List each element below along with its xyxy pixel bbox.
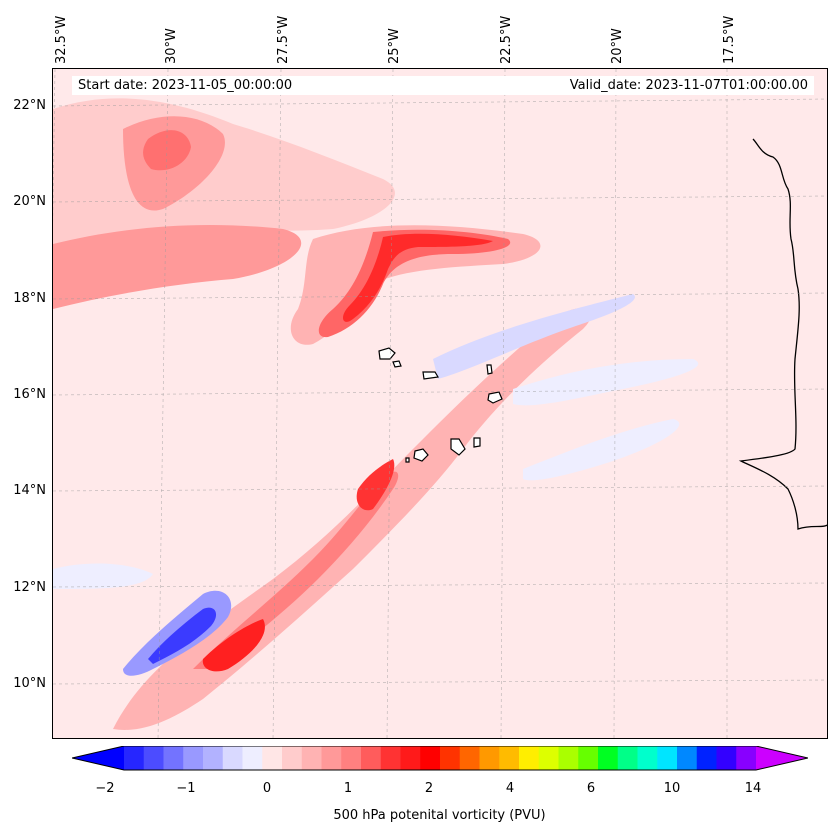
pv-max-14n [356,459,395,511]
colorbar-segment [183,746,204,770]
colorbar-segment [558,746,579,770]
colorbar-segment [440,746,461,770]
graticule [53,69,827,738]
colorbar-segment [321,746,342,770]
lat-label-16n: 16°N [13,387,46,402]
colorbar-tick: 6 [586,781,596,796]
lat-label-18n: 18°N [13,291,46,306]
colorbar-segment [163,746,184,770]
colorbar-extend-max [756,746,808,770]
colorbar-tick: −2 [95,781,115,796]
colorbar-segment [301,746,322,770]
colorbar-segment [696,746,717,770]
colorbar-tick: 14 [744,781,762,796]
neg-pv-streak-1 [433,294,635,379]
colorbar-extend-min [72,746,124,770]
colorbar-tick: −1 [176,781,196,796]
colorbar-segment [124,746,145,770]
pv-max-11n [202,619,265,672]
colorbar-segment [598,746,619,770]
colorbar-outline [72,746,808,771]
lon-label-17-5w: 17.5°W [722,15,737,64]
colorbar-tick: 10 [663,781,681,796]
colorbar-segment [677,746,698,770]
cape-verde-islands [378,347,503,463]
pv-streamer-north [290,225,541,345]
lat-label-10n: 10°N [13,676,46,691]
pv-region-nw-max [143,130,191,171]
colorbar-segment [499,746,520,770]
colorbar-segment [242,746,263,770]
colorbar-label: 500 hPa potenital vorticity (PVU) [333,808,546,823]
african-coastline [738,138,827,530]
colorbar-segment [203,746,224,770]
colorbar-segment [143,746,164,770]
lon-label-30w: 30°W [164,28,179,64]
lon-label-22-5w: 22.5°W [499,15,514,64]
colorbar-tick: 4 [505,781,515,796]
pv-field-map [53,69,827,738]
colorbar-tick: 2 [424,781,434,796]
colorbar-segment [222,746,243,770]
colorbar [72,746,808,771]
colorbar-segment [400,746,421,770]
colorbar-segment [617,746,638,770]
colorbar-segment [282,746,303,770]
pv-streamer-north-core [318,229,511,338]
colorbar-tick: 0 [262,781,272,796]
colorbar-segment [538,746,559,770]
colorbar-segment [459,746,480,770]
colorbar-segment [380,746,401,770]
map-panel [52,68,828,739]
valid-date-label: Valid_date: 2023-11-07T01:00:00.00 [528,76,814,95]
pv-band-west [53,224,302,309]
colorbar-segment [420,746,441,770]
colorbar-segment [341,746,362,770]
lat-label-14n: 14°N [13,483,46,498]
colorbar-segment [736,746,757,770]
lon-label-25w: 25°W [387,28,402,64]
colorbar-segment [657,746,678,770]
start-date-label: Start date: 2023-11-05_00:00:00 [72,76,528,95]
colorbar-segment [519,746,540,770]
lat-label-20n: 20°N [13,194,46,209]
lon-label-27-5w: 27.5°W [276,15,291,64]
colorbar-segment [578,746,599,770]
colorbar-segment [479,746,500,770]
lon-label-32-5w: 32.5°W [54,15,69,64]
pv-streamer-north-max [342,233,493,322]
lon-label-20w: 20°W [610,28,625,64]
colorbar-tick: 1 [343,781,353,796]
colorbar-segment [716,746,737,770]
lat-label-12n: 12°N [13,580,46,595]
colorbar-segment [637,746,658,770]
colorbar-segment [361,746,382,770]
neg-pv-streak-2 [513,359,699,406]
neg-pv-streak-3 [523,419,680,481]
neg-pv-pocket-core [148,607,217,664]
neg-pv-streak-4 [53,563,153,589]
colorbar-segment [262,746,283,770]
lat-label-22n: 22°N [13,98,46,113]
